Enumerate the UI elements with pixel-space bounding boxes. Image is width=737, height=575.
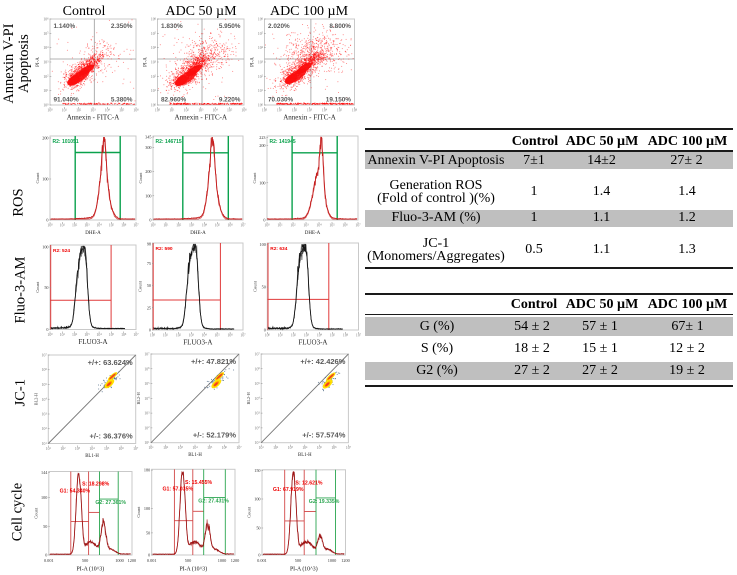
svg-text:9.220%: 9.220% [219, 97, 241, 104]
svg-text:Annexin - FITC-A: Annexin - FITC-A [175, 114, 228, 122]
svg-text:104: 104 [151, 46, 157, 50]
svg-text:PI-A: PI-A [36, 57, 41, 67]
svg-text:106: 106 [133, 108, 139, 112]
svg-text:106: 106 [43, 17, 49, 21]
svg-text:102: 102 [151, 75, 157, 79]
svg-text:105: 105 [151, 32, 157, 36]
svg-text:102: 102 [76, 108, 82, 112]
svg-text:106: 106 [241, 108, 247, 112]
svg-text:100: 100 [155, 108, 161, 112]
svg-text:100: 100 [43, 103, 49, 107]
svg-text:100: 100 [151, 103, 157, 107]
svg-text:101: 101 [169, 108, 175, 112]
svg-text:1.140%: 1.140% [54, 23, 76, 30]
svg-text:2.350%: 2.350% [111, 23, 133, 30]
svg-text:103: 103 [198, 108, 204, 112]
svg-text:5.380%: 5.380% [111, 97, 133, 104]
svg-text:PI-A: PI-A [144, 57, 149, 67]
svg-text:Annexin - FITC-A: Annexin - FITC-A [67, 114, 120, 122]
svg-text:105: 105 [43, 32, 49, 36]
svg-text:104: 104 [43, 46, 49, 50]
svg-text:101: 101 [151, 89, 157, 93]
svg-text:104: 104 [105, 108, 111, 112]
svg-text:106: 106 [151, 17, 157, 21]
svg-text:101: 101 [62, 108, 68, 112]
svg-text:5.950%: 5.950% [219, 23, 241, 30]
svg-text:82.960%: 82.960% [161, 97, 187, 104]
svg-text:104: 104 [213, 108, 219, 112]
svg-text:103: 103 [151, 60, 157, 64]
svg-text:102: 102 [43, 75, 49, 79]
svg-text:103: 103 [43, 60, 49, 64]
svg-text:1.830%: 1.830% [161, 23, 183, 30]
svg-text:91.040%: 91.040% [54, 97, 80, 104]
svg-text:103: 103 [90, 108, 96, 112]
svg-text:105: 105 [227, 108, 233, 112]
svg-text:105: 105 [119, 108, 125, 112]
svg-text:100: 100 [47, 108, 53, 112]
svg-text:102: 102 [184, 108, 190, 112]
svg-text:101: 101 [43, 89, 49, 93]
